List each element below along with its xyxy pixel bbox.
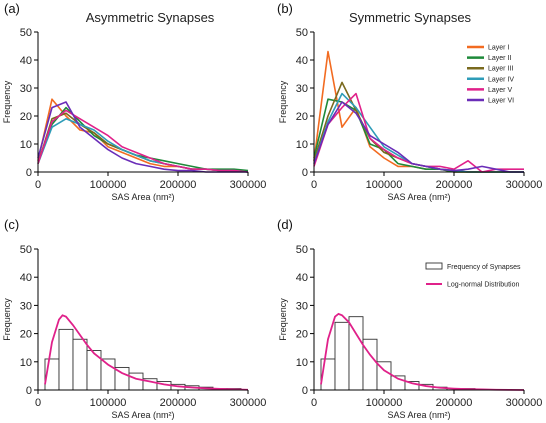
y-tick-label: 40 [296,55,308,67]
x-tick-label: 100000 [366,397,403,409]
legend-label: Log-normal Distribution [447,282,519,289]
histogram-bar [348,316,364,391]
legend-label: Layer I [488,45,509,52]
histogram-bar [334,321,350,391]
legend-label: Frequency of Synapses [447,264,521,271]
histogram-bar [58,328,74,391]
y-tick-label: 40 [20,272,32,284]
panel-title: Symmetric Synapses [349,10,472,25]
series-line [313,98,524,173]
y-tick-label: 50 [20,244,32,256]
x-axis-title: SAS Area (nm²) [111,410,174,420]
x-axis-title: SAS Area (nm²) [387,410,450,420]
x-tick-label: 100000 [366,179,403,191]
x-tick-label: 100000 [90,397,127,409]
x-tick-label: 0 [35,397,41,409]
y-axis-title: Frequency [2,80,12,123]
y-tick-label: 40 [296,272,308,284]
x-tick-label: 200000 [160,397,197,409]
x-tick-label: 300000 [230,397,267,409]
y-tick-label: 10 [296,139,308,151]
y-tick-label: 50 [20,27,32,39]
x-tick-label: 200000 [160,179,197,191]
y-tick-label: 0 [26,385,32,397]
panel-title: Asymmetric Synapses [86,10,215,25]
legend-label: Layer VI [488,98,514,105]
x-tick-label: 300000 [230,179,267,191]
x-tick-label: 0 [311,179,317,191]
legend-swatch [425,262,443,270]
panel-b: (b) Symmetric Synapses 0 10 20 30 40 50 0 10000… [277,1,542,202]
x-tick-label: 0 [35,179,41,191]
x-axis-title: SAS Area (nm²) [387,192,450,202]
panel-letter: (c) [4,217,19,232]
series-line [313,81,524,173]
legend-label: Layer IV [488,76,514,83]
x-axis-title: SAS Area (nm²) [111,192,174,202]
panel-c: (c) 0 10 20 30 40 50 0 100000 200000 300000 SAS Ar… [2,217,266,420]
y-tick-label: 30 [296,83,308,95]
panel-d: (d) 0 10 20 30 40 50 0 100000 200000 300000 SAS Ar… [277,217,542,420]
y-axis-title: Frequency [278,80,288,123]
lognormal-curve [44,314,249,391]
histogram-bar [128,372,144,391]
y-tick-label: 30 [20,83,32,95]
histogram-bar [72,338,88,391]
y-tick-label: 0 [302,385,308,397]
legend-label: Layer II [488,55,511,62]
y-axis-title: Frequency [278,298,288,341]
series-line [37,112,249,173]
panel-letter: (b) [277,1,293,16]
y-tick-label: 50 [296,27,308,39]
y-tick-label: 20 [20,329,32,341]
y-tick-label: 10 [20,357,32,369]
y-tick-label: 30 [20,300,32,312]
y-tick-label: 50 [296,244,308,256]
lognormal-curve [320,312,525,391]
x-tick-label: 300000 [506,179,543,191]
panel-a: (a) Asymmetric Synapses 0 10 20 30 40 50 0 1000… [2,1,266,202]
y-tick-label: 10 [20,139,32,151]
series-line [313,101,524,173]
x-tick-label: 200000 [436,397,473,409]
y-tick-label: 20 [20,111,32,123]
panel-letter: (d) [277,217,293,232]
x-tick-label: 100000 [90,179,127,191]
y-tick-label: 20 [296,111,308,123]
panel-letter: (a) [4,1,20,16]
y-tick-label: 0 [302,167,308,179]
legend-label: Layer III [488,66,513,73]
x-tick-label: 0 [311,397,317,409]
series-line [37,118,249,173]
y-tick-label: 10 [296,357,308,369]
y-tick-label: 0 [26,167,32,179]
legend-label: Layer V [488,87,512,94]
y-axis-title: Frequency [2,298,12,341]
y-tick-label: 30 [296,300,308,312]
y-tick-label: 20 [296,329,308,341]
y-tick-label: 40 [20,55,32,67]
x-tick-label: 300000 [506,397,543,409]
x-tick-label: 200000 [436,179,473,191]
